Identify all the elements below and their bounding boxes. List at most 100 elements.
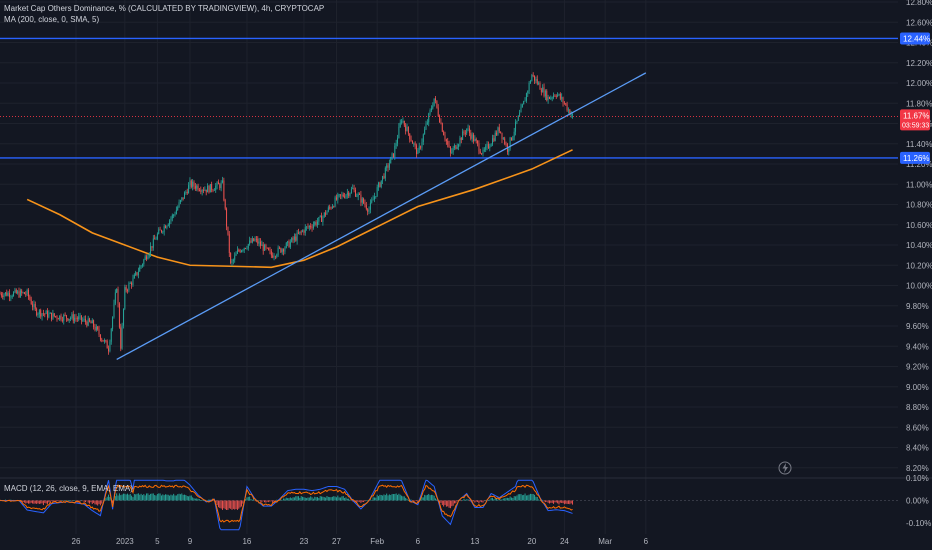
candle-body xyxy=(432,105,434,109)
macd-histogram-bar xyxy=(136,493,138,501)
macd-histogram-bar xyxy=(566,500,568,504)
macd-histogram-bar xyxy=(496,498,498,501)
macd-histogram-bar xyxy=(250,499,252,501)
candle-body xyxy=(521,104,523,108)
trendline-layer[interactable] xyxy=(116,72,647,360)
macd-histogram-bar xyxy=(319,496,321,501)
candle-body xyxy=(515,122,517,132)
candle-body xyxy=(82,319,84,321)
candle-body xyxy=(426,122,428,124)
candle-body xyxy=(546,90,548,101)
macd-histogram-bar xyxy=(188,496,190,501)
candle-body xyxy=(473,134,474,142)
x-tick-label: 2023 xyxy=(116,537,134,546)
macd-histogram-bar xyxy=(163,495,165,501)
macd-histogram-bar xyxy=(519,494,521,501)
candle-body xyxy=(440,122,442,124)
candle-body xyxy=(239,250,241,253)
candle-body xyxy=(342,194,344,197)
macd-histogram-bar xyxy=(101,500,103,504)
candle-body xyxy=(52,313,54,320)
candle-body xyxy=(121,325,123,349)
candle-body xyxy=(448,144,450,147)
price-axis[interactable]: 12.80%12.60%12.40%12.20%12.00%11.80%11.6… xyxy=(906,0,932,473)
candle-body xyxy=(223,180,225,201)
x-tick-label: 24 xyxy=(560,537,569,546)
candle-body xyxy=(452,148,454,153)
candle-body xyxy=(424,129,426,135)
candle-body xyxy=(402,120,404,122)
candle-body xyxy=(411,141,413,144)
macd-histogram-bar xyxy=(235,500,237,510)
candle-body xyxy=(553,95,555,98)
macd-histogram-bar xyxy=(201,500,203,501)
macd-histogram-bar xyxy=(512,497,514,501)
candle-body xyxy=(22,292,24,294)
candle-body xyxy=(55,316,57,317)
macd-histogram-bar xyxy=(68,500,70,501)
macd-histogram-bar xyxy=(146,493,148,501)
candle-body xyxy=(422,134,424,142)
macd-histogram-bar xyxy=(361,500,363,502)
macd-histogram-bar xyxy=(551,500,553,503)
candle-body xyxy=(7,293,9,296)
macd-histogram-bar xyxy=(455,500,457,504)
candle-body xyxy=(456,146,458,149)
candle-body xyxy=(471,134,473,139)
y-tick-label: 12.20% xyxy=(906,59,932,68)
candle-body xyxy=(316,221,318,225)
candle-body xyxy=(338,194,340,196)
macd-histogram-bar xyxy=(439,500,441,504)
macd-histogram-bar xyxy=(478,500,480,504)
macd-histogram-bar xyxy=(253,498,255,501)
y-tick-label: 8.40% xyxy=(906,444,929,453)
macd-histogram-bar xyxy=(207,500,209,501)
macd-histogram-bar xyxy=(463,498,465,501)
macd-histogram-bar xyxy=(382,495,384,501)
macd-histogram-bar xyxy=(340,497,342,501)
candle-body xyxy=(33,304,35,307)
candle-body xyxy=(421,141,423,148)
candle-body xyxy=(532,75,534,76)
candle-body xyxy=(425,123,427,130)
candle-body xyxy=(397,138,398,144)
macd-histogram-bar xyxy=(288,498,290,501)
lightning-icon[interactable] xyxy=(778,461,792,475)
macd-histogram-bar xyxy=(321,496,323,501)
macd-histogram-bar xyxy=(37,500,39,504)
macd-histogram-bar xyxy=(105,498,107,501)
macd-histogram-bar xyxy=(118,493,120,501)
macd-histogram-bar xyxy=(399,494,401,501)
macd-histogram-bar xyxy=(155,495,157,501)
horizontal-lines[interactable]: 12.44% 11.26% xyxy=(0,32,930,164)
candle-body xyxy=(124,287,126,309)
candle-body xyxy=(280,247,282,253)
macd-histogram-bar xyxy=(303,497,305,501)
candle-body xyxy=(569,109,571,115)
macd-histogram-bar xyxy=(190,495,192,501)
macd-histogram-bar xyxy=(363,500,365,503)
candle-body xyxy=(215,185,217,191)
candle-body xyxy=(216,182,218,186)
candle-body xyxy=(460,137,462,141)
macd-histogram-bar xyxy=(64,500,66,501)
macd-histogram-bar xyxy=(555,500,557,503)
macd-histogram-bar xyxy=(299,497,301,501)
candle-body xyxy=(2,295,4,298)
candle-body xyxy=(78,316,80,320)
macd-histogram-bar xyxy=(141,495,143,501)
candle-body xyxy=(254,238,256,241)
candle-body xyxy=(264,244,266,251)
time-axis[interactable]: 26 2023 5 9 16 23 27 Feb 6 13 20 24 Mar 6 xyxy=(72,537,649,546)
candle-body xyxy=(479,151,481,154)
macd-histogram-bar xyxy=(220,500,222,509)
candle-body xyxy=(106,340,108,349)
macd-histogram-bar xyxy=(391,493,393,501)
candle-body xyxy=(253,238,255,241)
candle-body xyxy=(159,229,161,231)
candle-body xyxy=(566,104,568,111)
candle-body xyxy=(117,289,119,304)
x-tick-label: 26 xyxy=(72,537,81,546)
